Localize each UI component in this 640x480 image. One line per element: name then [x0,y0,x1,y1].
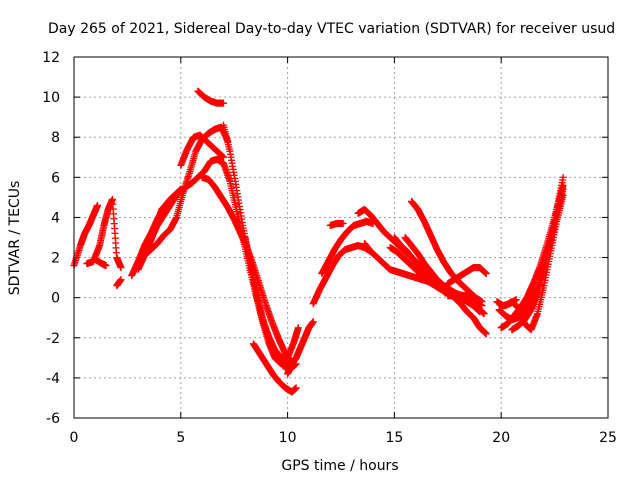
y-tick-label: -4 [46,371,60,387]
x-tick-label: 5 [176,430,185,446]
y-tick-label: 6 [51,170,60,186]
y-tick-label: 10 [42,90,60,106]
series-track-2 [83,195,125,272]
x-tick-label: 0 [70,430,79,446]
x-tick-label: 10 [279,430,297,446]
series-track-1 [70,201,101,270]
data-point [170,195,178,203]
data-point [117,276,125,284]
data-point [117,264,125,272]
series-track-12 [198,173,296,366]
series-track-9 [177,131,228,169]
y-tick-label: 2 [51,251,60,267]
data-point [93,201,101,209]
series-track-4 [113,276,125,290]
x-tick-label: 25 [599,430,617,446]
y-tick-label: 12 [42,50,60,66]
series-track-7 [138,195,178,264]
y-tick-label: 4 [51,210,60,226]
tick-labels: 0 5 10 15 20 25 -6 -4 -2 0 2 4 6 8 10 12 [42,50,617,446]
y-tick-label: 8 [51,130,60,146]
y-tick-label: -2 [46,331,60,347]
series-track-3 [91,256,110,270]
y-tick-label: -6 [46,411,60,427]
y-tick-label: 0 [51,291,60,307]
data-point [102,262,110,270]
data-points [70,87,567,396]
x-tick-label: 15 [385,430,403,446]
x-tick-label: 20 [492,430,510,446]
series-track-13 [220,121,302,368]
